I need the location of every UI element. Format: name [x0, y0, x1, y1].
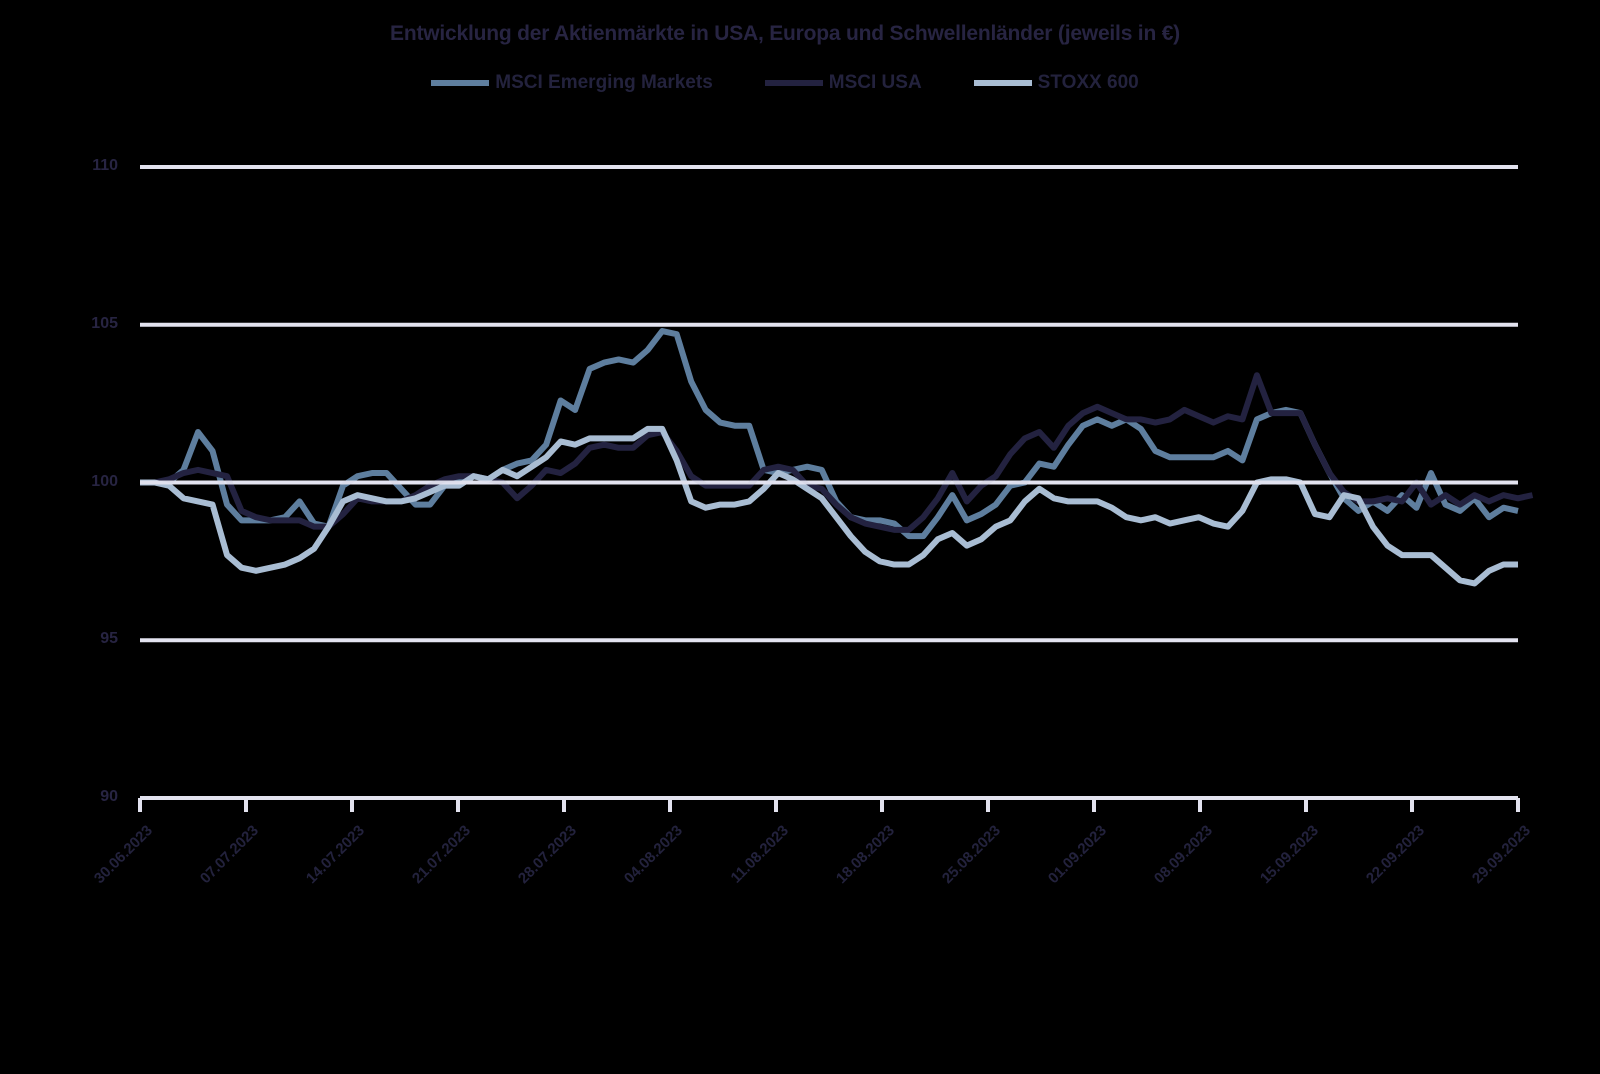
series-line [140, 372, 1534, 533]
legend-label: STOXX 600 [1037, 72, 1139, 93]
chart-title: Entwicklung der Aktienmärkte in USA, Eur… [390, 22, 1180, 45]
legend-label: MSCI USA [828, 72, 922, 93]
legend-label: MSCI Emerging Markets [495, 72, 713, 93]
y-axis-tick-label: 110 [92, 157, 118, 174]
y-axis-tick-label: 95 [100, 630, 118, 648]
series-line [140, 425, 1518, 587]
chart-legend: MSCI Emerging Markets MSCI USA STOXX 600 [0, 72, 1570, 94]
legend-swatch-icon [764, 80, 823, 86]
y-axis-tick-label: 100 [91, 472, 118, 490]
legend-item-stoxx-600[interactable]: STOXX 600 [973, 72, 1139, 94]
legend-swatch-icon [431, 80, 490, 86]
legend-swatch-icon [973, 80, 1032, 86]
y-axis-tick-label: 90 [100, 788, 118, 805]
legend-item-msci-emerging-markets[interactable]: MSCI Emerging Markets [431, 72, 713, 94]
legend-item-msci-usa[interactable]: MSCI USA [764, 72, 922, 94]
y-axis-tick-label: 105 [91, 314, 118, 332]
